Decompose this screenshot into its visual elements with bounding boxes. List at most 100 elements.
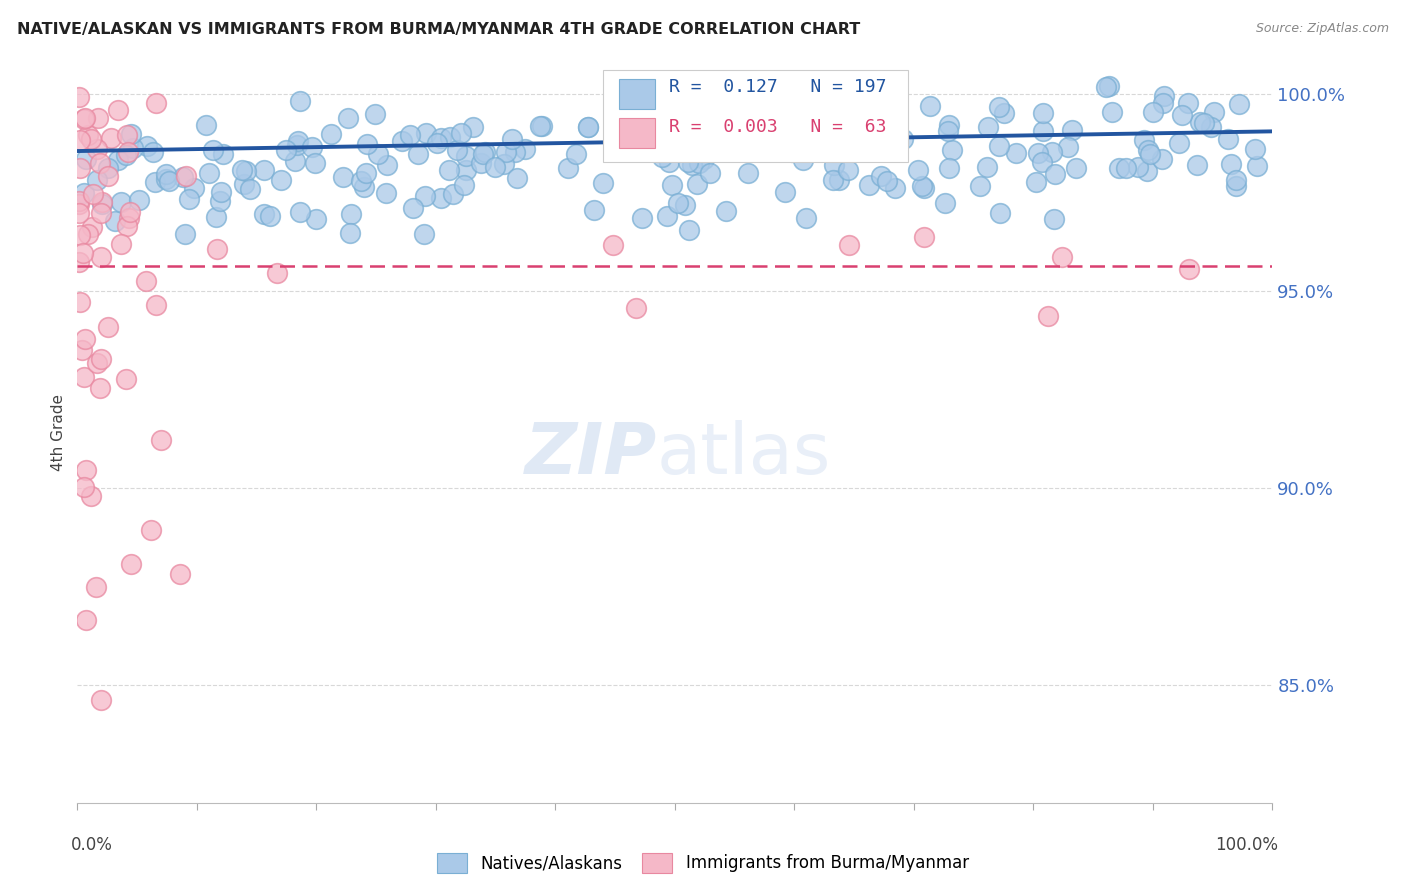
Point (503, 145, 526, 160)
Point (474, 145, 496, 160)
Point (576, 120, 599, 134)
Point (90, 351, 112, 366)
Point (1225, 178, 1247, 193)
Point (231, 162, 253, 177)
Point (364, 107, 387, 121)
Point (911, 179, 934, 194)
Point (172, 169, 194, 184)
Point (290, 205, 312, 219)
Point (612, 78, 634, 93)
Point (838, 237, 860, 252)
Point (1246, 159, 1268, 173)
Point (1040, 145, 1063, 160)
Point (1101, 104, 1123, 119)
Point (1220, 157, 1243, 171)
Point (121, 141, 143, 155)
Point (1043, 212, 1066, 227)
Point (1201, 120, 1223, 135)
Point (73, 186, 96, 201)
Point (80, 132, 103, 146)
Point (319, 127, 342, 141)
Point (437, 163, 460, 178)
Point (1244, 142, 1267, 156)
Point (80, 489, 103, 503)
Point (1064, 161, 1087, 176)
Point (1056, 140, 1078, 154)
Point (90, 206, 112, 220)
Point (827, 95, 849, 110)
Point (139, 523, 162, 537)
Point (824, 94, 846, 108)
Text: R =  0.127   N = 197: R = 0.127 N = 197 (669, 78, 886, 95)
Point (90, 251, 112, 265)
Point (67, 255, 90, 269)
Point (690, 128, 713, 142)
Point (772, 134, 794, 148)
Point (1108, 161, 1130, 175)
Point (77, 128, 100, 143)
Point (155, 172, 177, 186)
Point (117, 145, 139, 160)
Point (391, 134, 413, 148)
Point (557, 161, 579, 176)
Legend: Natives/Alaskans, Immigrants from Burma/Myanmar: Natives/Alaskans, Immigrants from Burma/… (430, 847, 976, 880)
Point (987, 139, 1010, 153)
Point (794, 211, 817, 225)
Point (1202, 105, 1225, 120)
Point (907, 162, 929, 177)
Point (350, 174, 373, 188)
Point (259, 210, 281, 224)
Point (253, 163, 276, 178)
Point (67, 197, 90, 211)
Point (82, 219, 104, 234)
Point (1192, 116, 1215, 130)
Point (658, 155, 681, 169)
Point (73, 480, 96, 494)
Point (710, 128, 733, 142)
Point (785, 131, 807, 145)
Point (304, 156, 326, 170)
Point (70, 343, 93, 358)
Point (626, 301, 648, 315)
Point (565, 146, 588, 161)
Point (1168, 136, 1191, 151)
Point (209, 194, 232, 208)
Point (115, 148, 138, 162)
Y-axis label: 4th Grade: 4th Grade (51, 394, 66, 471)
Point (1139, 146, 1161, 161)
Point (884, 181, 907, 195)
Point (155, 167, 177, 181)
Point (332, 169, 354, 184)
Point (75, 152, 97, 166)
Point (90, 693, 112, 707)
Point (501, 132, 523, 146)
Point (855, 110, 877, 124)
Point (938, 161, 960, 176)
Text: 0.0%: 0.0% (72, 836, 114, 855)
Point (195, 118, 218, 132)
Point (737, 166, 759, 180)
Point (176, 169, 198, 183)
Point (1137, 144, 1160, 158)
Point (454, 149, 477, 163)
Point (430, 191, 453, 205)
Point (412, 227, 434, 242)
Point (145, 96, 167, 111)
Point (1227, 97, 1250, 112)
Point (1142, 105, 1164, 120)
Point (201, 143, 224, 157)
Point (797, 127, 820, 141)
Point (602, 238, 624, 252)
Point (115, 219, 138, 233)
Text: atlas: atlas (657, 420, 831, 490)
Point (1185, 158, 1208, 172)
Point (988, 100, 1011, 114)
Point (1152, 96, 1174, 111)
Point (339, 226, 361, 240)
Point (969, 179, 991, 194)
Point (67, 90, 90, 104)
Point (918, 99, 941, 113)
Point (284, 154, 307, 169)
Point (97, 320, 120, 334)
Point (290, 94, 312, 108)
